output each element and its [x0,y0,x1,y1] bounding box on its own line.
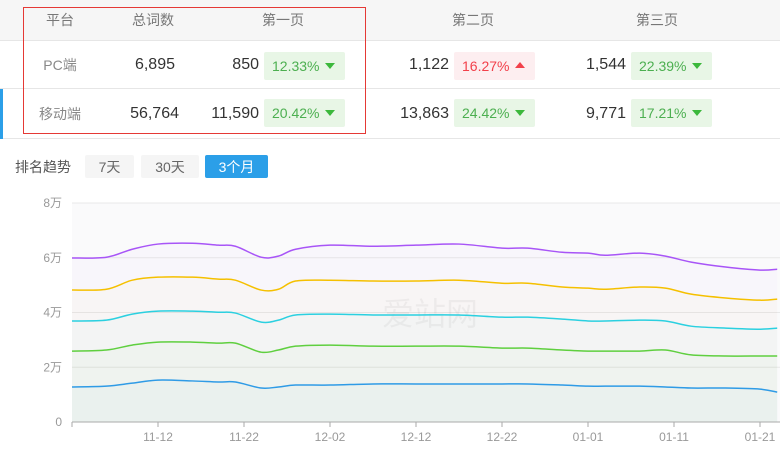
series-line-3 [71,310,778,330]
page3-change-badge: 22.39% [631,52,712,80]
page1-count: 850 [232,55,259,73]
x-tick-label: 01-01 [573,430,604,444]
header-platform: 平台 [46,12,74,28]
y-tick-label: 2万 [43,360,62,374]
down-arrow-icon [515,110,525,116]
page3-change-badge: 17.21% [631,99,712,127]
header-page1: 第一页 [262,12,304,28]
down-arrow-icon [692,63,702,69]
platform-cell: 移动端 [39,105,81,122]
x-tick-label: 12-22 [487,430,518,444]
page1-change: 12.33% [272,58,320,74]
series-line-5 [71,379,778,393]
x-tick-label: 01-21 [745,430,776,444]
x-tick-label: 01-11 [659,430,689,444]
header-page3: 第三页 [636,12,678,28]
page2-change: 24.42% [462,105,510,121]
page3-count: 1,544 [585,55,626,73]
down-arrow-icon [325,110,335,116]
range-3m-button[interactable]: 3个月 [205,155,268,178]
page3-change: 17.21% [639,105,687,121]
page2-count: 13,863 [400,104,449,122]
total-cell: 56,764 [130,104,179,122]
x-tick-label: 12-02 [315,430,346,444]
down-arrow-icon [325,63,335,69]
table-row[interactable]: PC端 6,895 850 12.33% 1,122 16.27% 1,544 … [0,41,780,89]
series-line-1 [71,242,778,271]
page2-change-badge: 24.42% [454,99,535,127]
page3-change: 22.39% [639,58,687,74]
watermark: 爱站网 [382,296,478,332]
header-total: 总词数 [132,12,174,28]
trend-label: 排名趋势 [15,158,71,175]
page1-count: 11,590 [211,104,259,122]
y-tick-label: 0 [55,415,62,429]
y-tick-label: 4万 [43,306,62,320]
x-tick-label: 11-12 [143,430,173,444]
header-page2: 第二页 [452,12,494,28]
page1-change: 20.42% [272,105,320,121]
y-tick-label: 8万 [43,196,62,210]
highlight-box [23,7,366,134]
page2-change: 16.27% [462,58,510,74]
table-row[interactable]: 移动端 56,764 11,590 20.42% 13,863 24.42% 9… [0,89,780,139]
page3-count: 9,771 [585,104,626,122]
x-tick-label: 12-12 [401,430,432,444]
page2-count: 1,122 [408,55,449,73]
platform-cell: PC端 [43,56,77,73]
up-arrow-icon [515,62,525,68]
series-line-2 [71,276,778,301]
page1-change-badge: 20.42% [264,99,345,127]
range-30d-button[interactable]: 30天 [141,155,199,178]
down-arrow-icon [692,110,702,116]
selected-row-indicator [0,89,3,139]
page2-change-badge: 16.27% [454,52,535,80]
series-line-4 [71,341,778,357]
page1-change-badge: 12.33% [264,52,345,80]
table-header: 平台 总词数 第一页 第二页 第三页 [0,0,780,41]
total-cell: 6,895 [134,55,175,73]
y-tick-label: 6万 [43,251,62,265]
x-tick-label: 11-22 [229,430,259,444]
range-7d-button[interactable]: 7天 [85,155,134,178]
